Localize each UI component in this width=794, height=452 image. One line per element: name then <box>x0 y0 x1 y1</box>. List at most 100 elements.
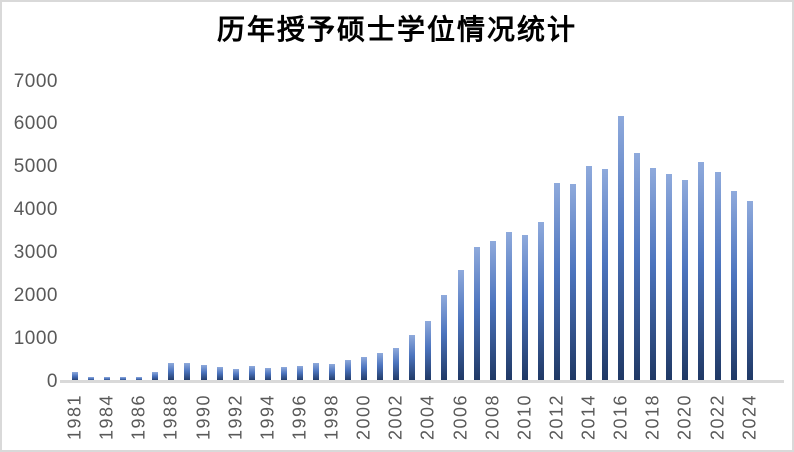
y-tick-label: 1000 <box>13 327 58 349</box>
bar-2007 <box>473 246 480 381</box>
x-tick-slot: 1996 <box>289 386 309 448</box>
bar-slot <box>485 81 501 381</box>
bar-slot <box>147 81 163 381</box>
x-tick-label: 2024 <box>739 393 760 441</box>
bar-slot <box>260 81 276 381</box>
bar-slot <box>115 81 131 381</box>
bar-1993 <box>248 365 255 381</box>
bar-2019 <box>666 174 673 381</box>
y-axis-labels: 0 1000 2000 3000 4000 5000 6000 7000 <box>2 2 60 450</box>
bar-slot <box>372 81 388 381</box>
bar-slot <box>501 81 517 381</box>
x-tick-slot: 1992 <box>225 386 245 448</box>
bar-slot <box>179 81 195 381</box>
bar-2015 <box>602 169 609 381</box>
chart-title: 历年授予硕士学位情况统计 <box>216 13 577 46</box>
bar-2008 <box>489 240 496 381</box>
x-tick-slot: 2018 <box>643 386 663 448</box>
bar-1986 <box>136 376 143 381</box>
bar-slot <box>517 81 533 381</box>
bar-2005 <box>441 294 448 381</box>
bar-1981 <box>72 371 79 381</box>
x-tick-slot: 2002 <box>386 386 406 448</box>
bar-1985 <box>120 377 127 381</box>
bar-slot <box>163 81 179 381</box>
bar-slot <box>404 81 420 381</box>
x-tick-slot: 1986 <box>129 386 149 448</box>
bar-2021 <box>698 162 705 381</box>
bar-slot <box>549 81 565 381</box>
bar-slot <box>356 81 372 381</box>
x-tick-slot: 2006 <box>450 386 470 448</box>
bar-slot <box>581 81 597 381</box>
bar-1992 <box>232 369 239 381</box>
bar-slot <box>228 81 244 381</box>
bar-2003 <box>409 334 416 381</box>
x-tick-slot: 2016 <box>611 386 631 448</box>
x-tick-slot: 2004 <box>418 386 438 448</box>
bar-slot <box>469 81 485 381</box>
bar-2004 <box>425 321 432 381</box>
x-tick-slot: 1998 <box>322 386 342 448</box>
bar-slot <box>244 81 260 381</box>
bar-2009 <box>505 231 512 381</box>
bar-1994 <box>264 368 271 381</box>
x-tick-slot: 1988 <box>161 386 181 448</box>
bar-slot <box>693 81 709 381</box>
bar-2001 <box>377 353 384 381</box>
bar-slot <box>726 81 742 381</box>
x-tick-slot: 2014 <box>579 386 599 448</box>
bar-slot <box>388 81 404 381</box>
bar-slot <box>340 81 356 381</box>
y-tick-label: 2000 <box>13 284 58 306</box>
x-tick-slot: 1981 <box>65 386 85 448</box>
x-tick-slot: 1984 <box>97 386 117 448</box>
x-tick-slot: 1990 <box>193 386 213 448</box>
y-tick-label: 0 <box>46 370 58 392</box>
bar-slot <box>629 81 645 381</box>
bar-2002 <box>393 347 400 381</box>
bar-2017 <box>634 152 641 381</box>
bar-2000 <box>361 356 368 381</box>
x-tick-slot: 2024 <box>739 386 760 448</box>
bar-1984 <box>104 377 111 381</box>
bar-2006 <box>457 269 464 381</box>
y-tick-label: 3000 <box>13 241 58 263</box>
bar-2024 <box>746 200 753 381</box>
x-axis-labels: 1981 1984 1986 1988 1990 1992 1994 1996 1998 2000… <box>65 386 760 448</box>
bar-slot <box>67 81 83 381</box>
bar-2011 <box>537 221 544 381</box>
x-tick-slot: 2000 <box>354 386 374 448</box>
bar-slot <box>597 81 613 381</box>
bar-slot <box>276 81 292 381</box>
bar-slot <box>131 81 147 381</box>
bar-slot <box>613 81 629 381</box>
y-tick-label: 6000 <box>13 113 58 135</box>
bar-slot <box>99 81 115 381</box>
y-tick-label: 4000 <box>13 199 58 221</box>
x-axis-line <box>60 380 784 383</box>
bar-1995 <box>280 366 287 381</box>
bar-slot <box>196 81 212 381</box>
bar-1998 <box>329 364 336 381</box>
bar-slot <box>565 81 581 381</box>
bar-2023 <box>730 190 737 381</box>
x-tick-slot: 2010 <box>514 386 534 448</box>
x-tick-slot: 2020 <box>675 386 695 448</box>
bar-slot <box>212 81 228 381</box>
bar-1997 <box>312 363 319 381</box>
bar-1991 <box>216 366 223 381</box>
bar-slot <box>710 81 726 381</box>
bar-slot <box>292 81 308 381</box>
x-tick-slot: 1994 <box>257 386 277 448</box>
bar-1988 <box>168 362 175 381</box>
bar-2020 <box>682 179 689 381</box>
y-tick-label: 7000 <box>13 70 58 92</box>
bar-1989 <box>184 363 191 381</box>
plot-area <box>67 81 758 381</box>
bar-slot <box>83 81 99 381</box>
bar-1982 <box>88 376 95 381</box>
bar-slot <box>436 81 452 381</box>
bar-slot <box>453 81 469 381</box>
